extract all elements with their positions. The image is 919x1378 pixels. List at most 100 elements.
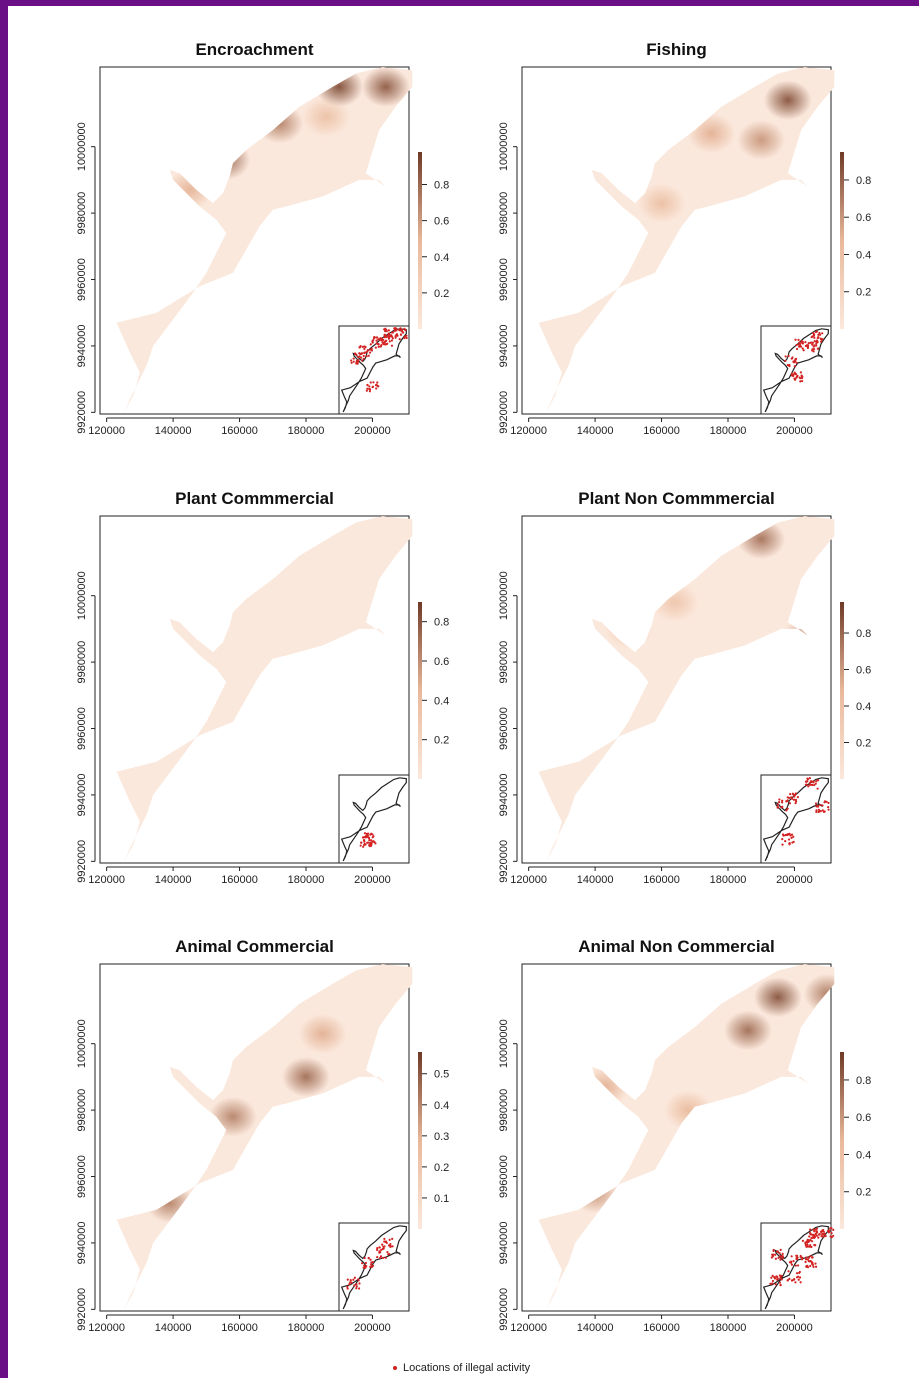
- colorbar-tick-label: 0.2: [434, 1162, 449, 1174]
- illegal-activity-point: [817, 1236, 820, 1239]
- illegal-activity-point: [352, 357, 355, 360]
- x-tick-label: 140000: [155, 1322, 192, 1334]
- x-axis: 120000 140000 160000 180000 200000: [88, 417, 391, 437]
- park-area: [116, 516, 413, 863]
- illegal-activity-point: [797, 338, 800, 341]
- hotspot: [361, 67, 410, 107]
- illegal-activity-point: [812, 333, 816, 336]
- illegal-activity-point: [384, 1240, 387, 1244]
- illegal-activity-point: [795, 1276, 799, 1279]
- illegal-activity-point: [816, 787, 819, 790]
- illegal-activity-point: [792, 1260, 795, 1263]
- colorbar: 0.2 0.4 0.6 0.8: [840, 152, 871, 329]
- hotspot: [654, 1156, 703, 1197]
- illegal-activity-point: [385, 339, 388, 342]
- illegal-activity-point: [395, 329, 398, 332]
- illegal-activity-point: [363, 832, 367, 835]
- illegal-activity-point: [352, 360, 355, 363]
- illegal-activity-point: [802, 349, 805, 352]
- illegal-activity-point: [784, 359, 787, 362]
- x-tick-label: 120000: [88, 425, 125, 437]
- illegal-activity-point: [808, 776, 811, 780]
- illegal-activity-point: [827, 1231, 831, 1234]
- illegal-activity-point: [790, 796, 793, 799]
- colorbar: 0.2 0.4 0.6 0.8: [418, 602, 449, 779]
- illegal-activity-point: [401, 330, 404, 334]
- illegal-activity-point: [390, 344, 394, 347]
- illegal-activity-point: [805, 1245, 808, 1248]
- illegal-activity-point: [789, 834, 792, 837]
- illegal-activity-point: [357, 355, 360, 359]
- y-tick-label: 9980000: [498, 1089, 510, 1132]
- plot-frame: [521, 66, 832, 415]
- illegal-activity-point: [794, 338, 797, 341]
- illegal-activity-point: [355, 1283, 358, 1286]
- illegal-activity-point: [788, 1261, 792, 1264]
- illegal-activity-point: [778, 1252, 781, 1255]
- illegal-activity-point: [799, 1281, 802, 1284]
- illegal-activity-point: [375, 387, 378, 390]
- illegal-activity-point: [774, 1257, 777, 1260]
- colorbar-tick-label: 0.8: [856, 628, 871, 640]
- illegal-activity-point: [809, 1228, 812, 1231]
- illegal-activity-point: [791, 792, 794, 795]
- map-panel-3: Plant Commmercial 120000 140000 160000 18000…: [76, 489, 449, 886]
- hotspot: [650, 582, 699, 623]
- illegal-activity-point: [785, 833, 788, 836]
- y-tick-label: 9960000: [76, 1155, 88, 1198]
- illegal-activity-point: [832, 1234, 835, 1237]
- illegal-activity-legend: Locations of illegal activity: [393, 1362, 530, 1374]
- illegal-activity-point: [781, 833, 785, 836]
- illegal-activity-point: [814, 1265, 818, 1268]
- y-tick-label: 9920000: [498, 840, 510, 883]
- illegal-activity-point: [367, 354, 370, 357]
- illegal-activity-point: [791, 841, 794, 844]
- illegal-activity-point: [353, 1284, 356, 1287]
- illegal-activity-point: [781, 1257, 785, 1260]
- illegal-activity-point: [369, 1265, 372, 1268]
- illegal-activity-point: [376, 381, 379, 384]
- y-tick-label: 9920000: [498, 1288, 510, 1331]
- x-tick-label: 120000: [88, 1322, 125, 1334]
- inset-map: [338, 1222, 410, 1312]
- illegal-activity-point: [817, 347, 820, 350]
- illegal-activity-point: [788, 1277, 791, 1280]
- illegal-activity-point: [387, 329, 390, 332]
- illegal-activity-point: [793, 365, 796, 368]
- illegal-activity-label: Locations of illegal activity: [403, 1362, 531, 1374]
- y-tick-label: 9960000: [498, 707, 510, 750]
- illegal-activity-point: [807, 342, 810, 345]
- colorbar-tick-label: 0.1: [434, 1193, 449, 1205]
- illegal-activity-point: [827, 801, 830, 805]
- hotspot: [235, 289, 284, 330]
- illegal-activity-point: [816, 805, 820, 808]
- illegal-activity-point: [371, 386, 374, 389]
- illegal-activity-point: [366, 841, 369, 844]
- illegal-activity-point: [771, 1255, 775, 1258]
- y-tick-label: 9920000: [76, 1288, 88, 1331]
- illegal-activity-point: [372, 381, 375, 384]
- hotspot: [737, 120, 786, 161]
- illegal-activity-point: [386, 342, 389, 345]
- illegal-activity-point: [808, 783, 812, 786]
- illegal-activity-point: [795, 1257, 798, 1261]
- illegal-activity-point: [790, 374, 793, 377]
- illegal-activity-point: [795, 343, 798, 347]
- illegal-activity-point: [391, 1237, 394, 1240]
- illegal-activity-point: [806, 1266, 810, 1269]
- illegal-activity-point: [386, 1250, 389, 1254]
- inset-map: [760, 774, 832, 864]
- figure-page: Encroachment 120000 140000 160000 180000 2000…: [8, 6, 919, 1378]
- illegal-activity-point: [368, 839, 371, 842]
- colorbar-tick-label: 0.6: [856, 665, 871, 677]
- illegal-activity-point: [795, 1272, 799, 1275]
- hotspot: [637, 183, 686, 224]
- illegal-activity-point: [781, 799, 784, 802]
- illegal-activity-point: [776, 1278, 779, 1281]
- x-tick-label: 120000: [510, 1322, 547, 1334]
- y-tick-label: 9940000: [76, 325, 88, 368]
- illegal-activity-point: [362, 836, 365, 839]
- illegal-activity-point: [369, 348, 372, 351]
- illegal-activity-point: [375, 339, 378, 342]
